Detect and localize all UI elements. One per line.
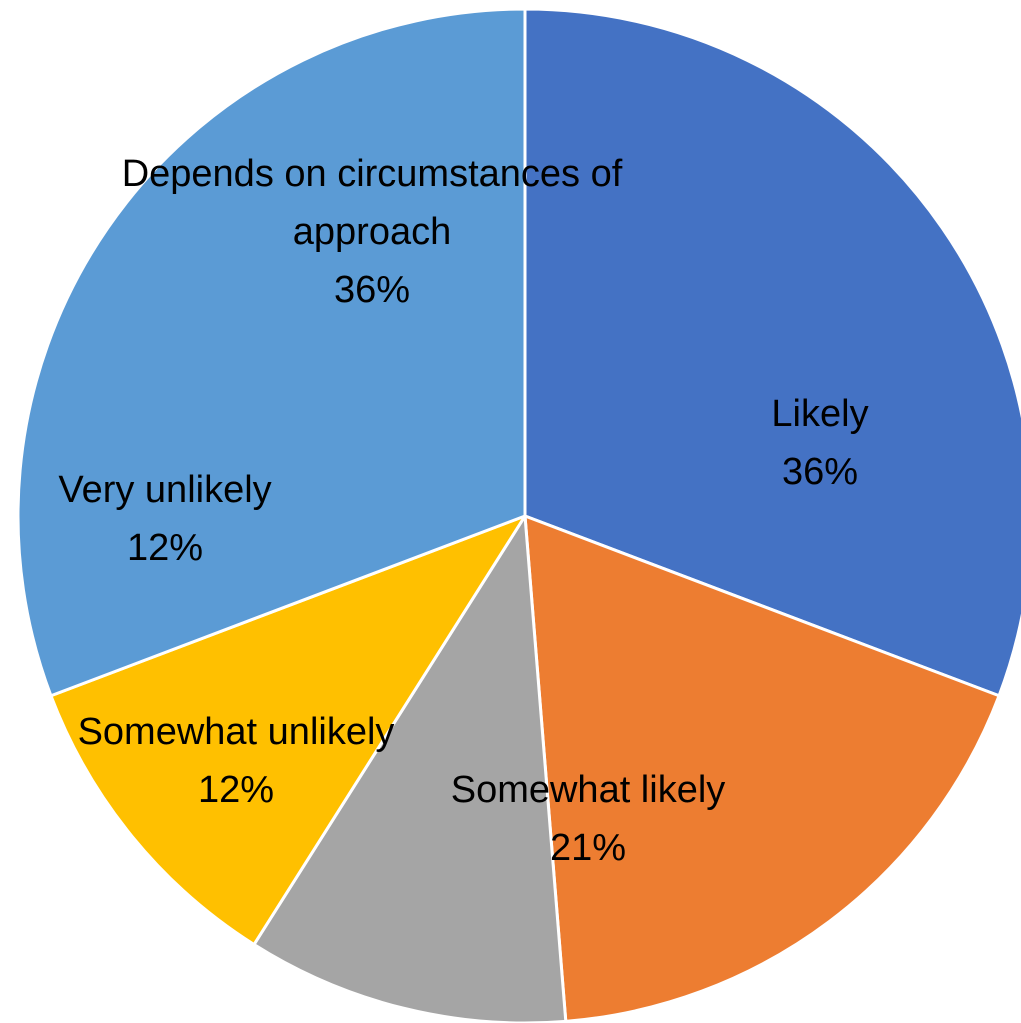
pie-labels: Likely 36% Somewhat likely 21% Somewhat unli… — [58, 153, 868, 869]
data-label-value: 36% — [334, 269, 410, 311]
data-label-category: Somewhat unlikely — [78, 711, 395, 753]
data-label-value: 21% — [550, 827, 626, 869]
pie-slice-depends-on-circumstances-of-approach — [16, 7, 527, 698]
pie-slice-very-unlikely — [49, 514, 527, 947]
data-label-somewhat-likely: Somewhat likely 21% — [451, 769, 726, 869]
data-label-category: Depends on circumstances of — [122, 153, 623, 195]
data-label-value: 36% — [782, 451, 858, 493]
data-label-likely: Likely 36% — [771, 393, 868, 493]
data-label-category: Very unlikely — [58, 469, 271, 511]
pie-slice-somewhat-likely — [523, 514, 1001, 1023]
data-label-value: 12% — [198, 769, 274, 811]
pie-slice-likely — [523, 7, 1021, 698]
data-label-somewhat-unlikely: Somewhat unlikely 12% — [78, 711, 395, 811]
data-label-depends-on-circumstances-of-approach: Depends on circumstances of approach 36% — [122, 153, 623, 311]
data-label-category: Somewhat likely — [451, 769, 726, 811]
data-label-very-unlikely: Very unlikely 12% — [58, 469, 271, 569]
data-label-value: 12% — [127, 527, 203, 569]
pie-slices — [16, 7, 1021, 1023]
data-label-category: Likely — [771, 393, 868, 435]
data-label-category: approach — [293, 211, 451, 253]
